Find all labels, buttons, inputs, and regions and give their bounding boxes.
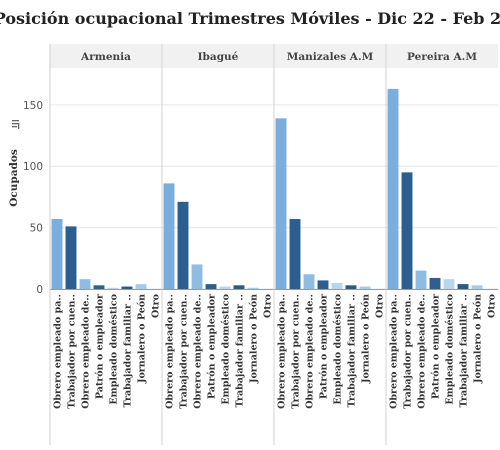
- bar[interactable]: [457, 284, 469, 289]
- bar[interactable]: [233, 285, 245, 289]
- x-tick-label: Jornalero o Peón: [137, 294, 148, 384]
- panel-header-label: Pereira A.M: [407, 51, 477, 63]
- bar[interactable]: [387, 88, 399, 289]
- x-tick-label: Obrero empleado de..: [305, 294, 316, 409]
- x-tick-label: Patrón o empleador: [95, 293, 106, 399]
- bar[interactable]: [345, 285, 357, 289]
- x-tick-label: Obrero empleado pa..: [53, 294, 64, 409]
- panel-header-label: Armenia: [80, 51, 131, 63]
- sort-icon[interactable]: [12, 120, 20, 129]
- x-tick-label: Jornalero o Peón: [361, 294, 372, 384]
- x-tick-label: Otro: [151, 294, 162, 318]
- bar[interactable]: [303, 274, 315, 289]
- bar[interactable]: [93, 285, 105, 289]
- bar[interactable]: [51, 219, 63, 289]
- x-tick-label: Trabajador familiar ..: [123, 294, 134, 407]
- y-axis: 0 50 100 150: [23, 100, 43, 296]
- x-tick-label: Obrero empleado pa..: [277, 294, 288, 409]
- bar[interactable]: [289, 219, 301, 289]
- bar[interactable]: [79, 279, 91, 289]
- x-tick-label: Empleado doméstico: [445, 294, 456, 405]
- x-tick-label: Obrero empleado pa..: [389, 294, 400, 409]
- x-tick-label: Trabajador familiar ..: [235, 294, 246, 407]
- x-tick-label: Empleado doméstico: [109, 294, 120, 405]
- bar[interactable]: [163, 183, 175, 289]
- chart-title: Posición ocupacional Trimestres Móviles …: [0, 9, 500, 28]
- panel-ibagu-: Ibagué Obrero empleado pa.. Trabajador por…: [161, 44, 274, 445]
- bar[interactable]: [65, 226, 77, 289]
- bar[interactable]: [359, 286, 371, 289]
- x-tick-label: Jornalero o Peón: [473, 294, 484, 384]
- x-tick-label: Otro: [263, 294, 274, 318]
- bar[interactable]: [275, 118, 287, 289]
- x-tick-label: Jornalero o Peón: [249, 294, 260, 384]
- bar[interactable]: [317, 280, 329, 289]
- bar[interactable]: [401, 172, 413, 289]
- panel-header-label: Manizales A.M: [287, 51, 374, 63]
- x-tick-label: Obrero empleado pa..: [165, 294, 176, 409]
- bar[interactable]: [415, 270, 427, 289]
- x-tick-label: Patrón o empleador: [431, 293, 442, 399]
- x-tick-label: Otro: [487, 294, 498, 318]
- x-tick-label: Empleado doméstico: [221, 294, 232, 405]
- x-tick-label: Trabajador por cuen..: [67, 294, 78, 409]
- y-tick-label: 150: [23, 100, 43, 112]
- y-tick-label: 50: [30, 223, 43, 235]
- x-tick-label: Otro: [375, 294, 386, 318]
- bar[interactable]: [331, 282, 343, 289]
- bar[interactable]: [191, 264, 203, 289]
- bar[interactable]: [135, 284, 147, 289]
- x-tick-label: Patrón o empleador: [319, 293, 330, 399]
- bar[interactable]: [471, 285, 483, 289]
- panel-header-label: Ibagué: [198, 51, 239, 63]
- x-tick-label: Trabajador familiar ..: [347, 294, 358, 407]
- y-tick-label: 100: [23, 161, 43, 173]
- bar[interactable]: [443, 279, 455, 289]
- x-tick-label: Trabajador por cuen..: [291, 294, 302, 409]
- x-tick-label: Trabajador por cuen..: [179, 294, 190, 409]
- bar[interactable]: [247, 287, 259, 289]
- x-tick-label: Empleado doméstico: [333, 294, 344, 405]
- x-tick-label: Obrero empleado de..: [193, 294, 204, 409]
- y-axis-label: Ocupados: [8, 149, 20, 207]
- x-tick-label: Obrero empleado de..: [81, 294, 92, 409]
- bar[interactable]: [121, 286, 133, 289]
- bar[interactable]: [107, 287, 119, 289]
- x-tick-label: Trabajador familiar ..: [459, 294, 470, 407]
- bar[interactable]: [219, 286, 231, 289]
- panel-armenia: Armenia Obrero empleado pa.. Trabajador po…: [51, 51, 162, 409]
- y-tick-label: 0: [36, 284, 43, 296]
- x-tick-label: Trabajador por cuen..: [403, 294, 414, 409]
- bar[interactable]: [205, 284, 217, 289]
- x-tick-label: Patrón o empleador: [207, 293, 218, 399]
- bar[interactable]: [177, 201, 189, 289]
- x-tick-label: Obrero empleado de..: [417, 294, 428, 409]
- bar[interactable]: [429, 277, 441, 289]
